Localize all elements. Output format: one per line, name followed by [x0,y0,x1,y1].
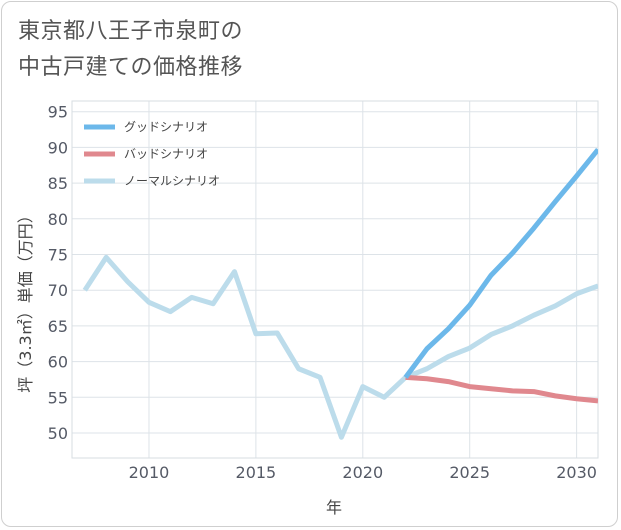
chart-title-line-1: 東京都八王子市泉町の [18,19,244,44]
bad-scenario-line [405,374,598,404]
y-tick-label: 65 [48,317,68,336]
good-scenario-legend-label: グッドシナリオ [124,120,208,134]
plot-area-border [71,100,599,459]
y-axis-title: 坪（3.3㎡）単価（万円） [16,207,35,392]
y-tick-label: 95 [48,103,68,122]
y-tick-label: 90 [48,138,68,157]
x-tick-label: 2030 [556,463,597,482]
good-scenario-line [403,147,598,379]
series-layer [82,147,598,440]
y-tick-label: 55 [48,388,68,407]
x-axis-title: 年 [326,498,342,517]
chart-title-line-2: 中古戸建ての価格推移 [18,55,244,80]
x-tick-label: 2015 [236,463,277,482]
y-tick-label: 70 [48,281,68,300]
y-tick-label: 50 [48,424,68,443]
normal-scenario-line [82,254,598,440]
bad-scenario-legend-label: バッドシナリオ [124,147,208,161]
normal-scenario-legend-label: ノーマルシナリオ [124,174,220,188]
chart-title: 東京都八王子市泉町の 中古戸建ての価格推移 [18,14,578,86]
y-tick-label: 75 [48,246,68,265]
x-tick-label: 2025 [449,463,490,482]
y-tick-label: 85 [48,174,68,193]
y-tick-label: 80 [48,210,68,229]
y-tick-label: 60 [48,353,68,372]
axis-ticks: 50 55 60 65 70 75 80 85 90 95 2010 2015 2020 2025 2030 [48,103,597,482]
x-tick-label: 2010 [129,463,170,482]
grid-lines [72,101,598,458]
x-tick-label: 2020 [342,463,383,482]
